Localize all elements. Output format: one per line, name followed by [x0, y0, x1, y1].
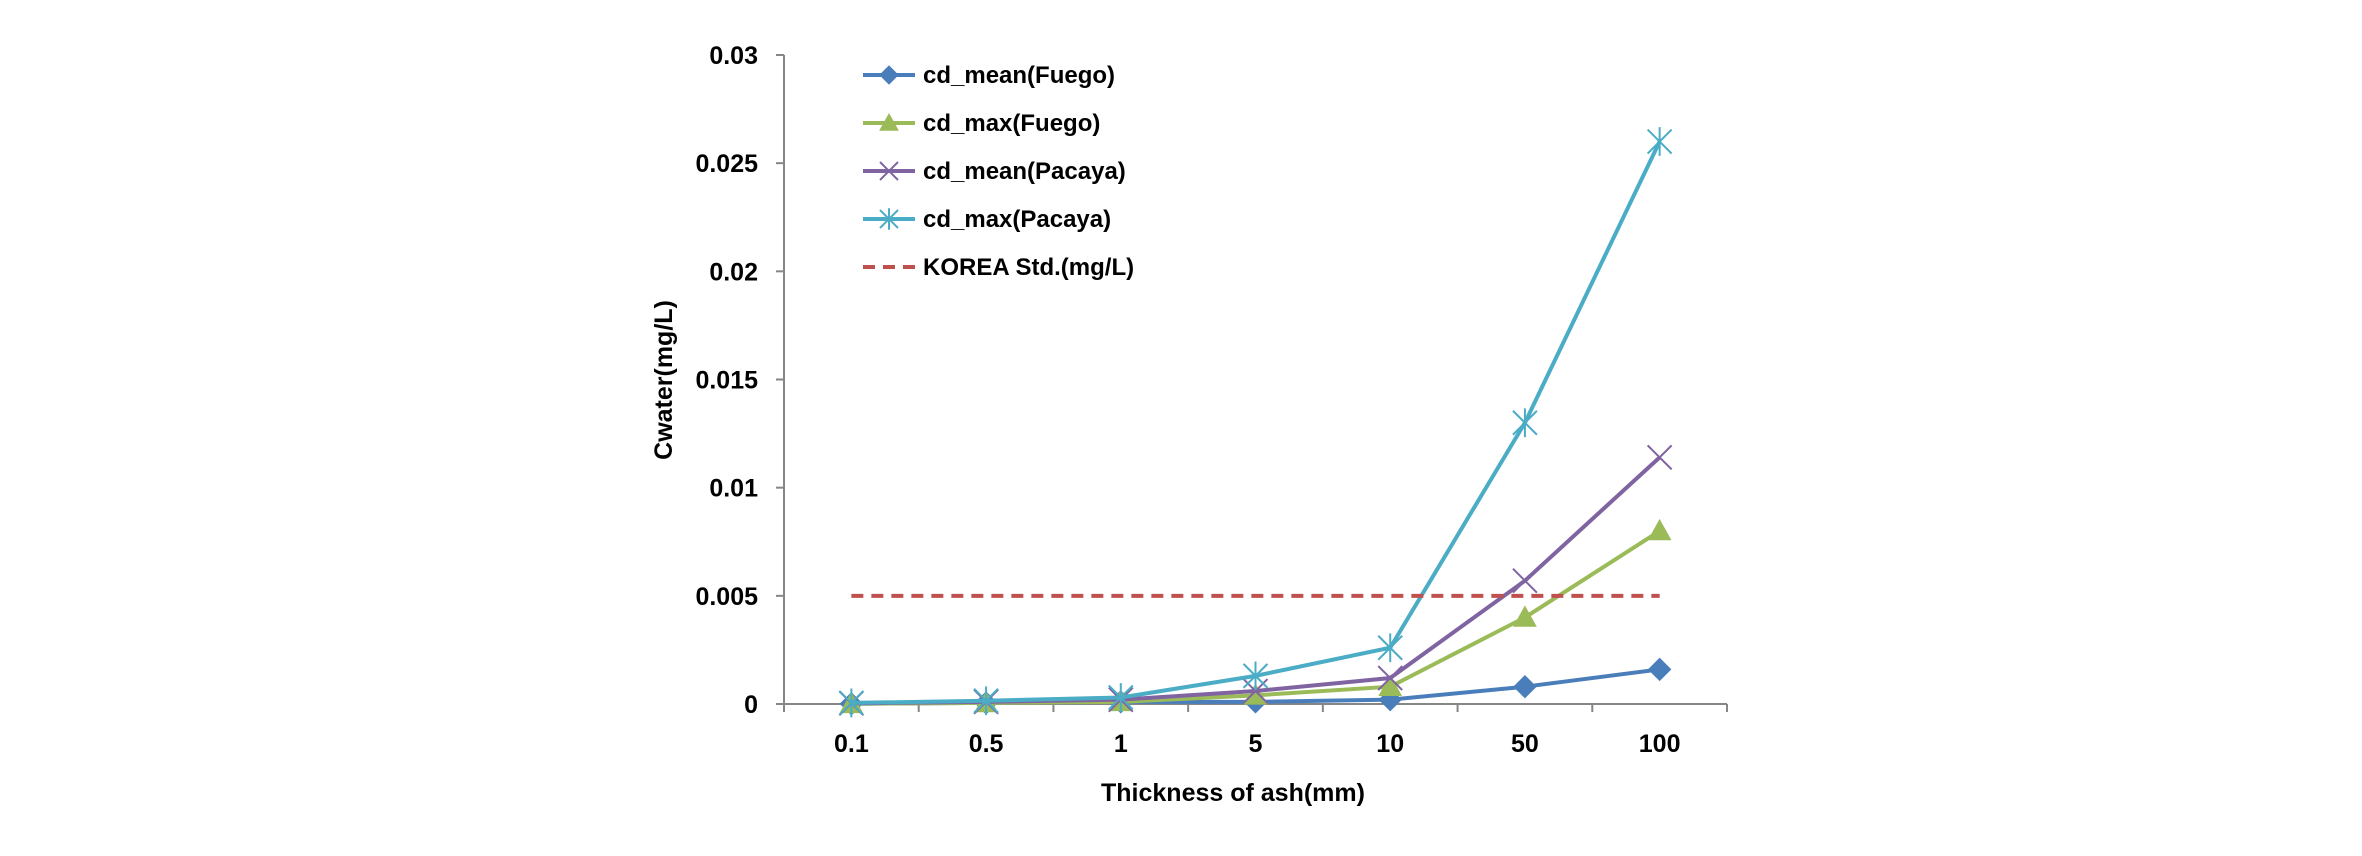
x-tick-label: 5: [1249, 730, 1263, 758]
legend-item: cd_max(Pacaya): [863, 206, 1111, 233]
legend-label: KOREA Std.(mg/L): [923, 254, 1134, 281]
data-point: [1513, 674, 1537, 699]
data-point: [1242, 661, 1269, 691]
data-point: [1512, 567, 1538, 594]
legend-item: cd_mean(Pacaya): [863, 158, 1126, 185]
data-point: [879, 112, 899, 131]
data-point: [1512, 408, 1538, 438]
axes: [783, 55, 1727, 705]
data-point: [838, 688, 865, 718]
legend-label: cd_max(Pacaya): [923, 206, 1111, 233]
data-point: [1378, 674, 1403, 696]
data-point: [879, 208, 899, 230]
y-tick-label: 0.015: [695, 367, 758, 395]
data-point: [879, 65, 899, 85]
series-layer: [838, 127, 1673, 718]
y-tick-label: 0.02: [709, 258, 758, 286]
x-tick-label: 50: [1511, 730, 1539, 758]
data-point: [1377, 665, 1403, 691]
x-tick-label: 100: [1639, 730, 1681, 758]
legend-item: cd_mean(Fuego): [863, 62, 1115, 89]
y-tick-label: 0: [744, 691, 758, 719]
data-point: [1243, 683, 1268, 705]
legend-label: cd_mean(Fuego): [923, 62, 1115, 89]
data-point: [1647, 518, 1672, 541]
x-tick-label: 1: [1114, 730, 1128, 758]
legend-label: cd_mean(Pacaya): [923, 158, 1126, 185]
data-point: [1108, 683, 1134, 712]
x-axis-title: Thickness of ash(mm): [1101, 779, 1365, 807]
data-point: [1647, 657, 1672, 682]
data-point: [879, 161, 899, 181]
y-tick-label: 0.025: [695, 150, 758, 178]
data-point: [1646, 444, 1673, 471]
y-tick-label: 0.03: [709, 42, 758, 70]
data-point: [1646, 127, 1673, 156]
y-tick-label: 0.005: [695, 583, 758, 611]
y-ticks: 0 0.005 0.01 0.015 0.02 0.025 0.03: [695, 42, 784, 719]
legend-item: KOREA Std.(mg/L): [863, 254, 1134, 281]
legend-label: cd_max(Fuego): [923, 110, 1100, 137]
x-tick-label: 0.5: [969, 730, 1004, 758]
data-point: [973, 686, 999, 716]
legend-item: cd_max(Fuego): [863, 110, 1100, 137]
legend: cd_mean(Fuego) cd_max(Fuego) cd_mean(Pacay…: [863, 62, 1134, 281]
x-ticks: 0.1 0.5 1 5 10 50 100: [783, 704, 1728, 758]
series-3: [838, 127, 1673, 718]
x-tick-label: 10: [1376, 730, 1404, 758]
data-point: [1377, 633, 1403, 663]
y-axis-title: Cwater(mg/L): [650, 300, 678, 460]
y-tick-label: 0.01: [709, 475, 758, 503]
x-tick-label: 0.1: [834, 730, 869, 758]
data-point: [1513, 605, 1537, 627]
